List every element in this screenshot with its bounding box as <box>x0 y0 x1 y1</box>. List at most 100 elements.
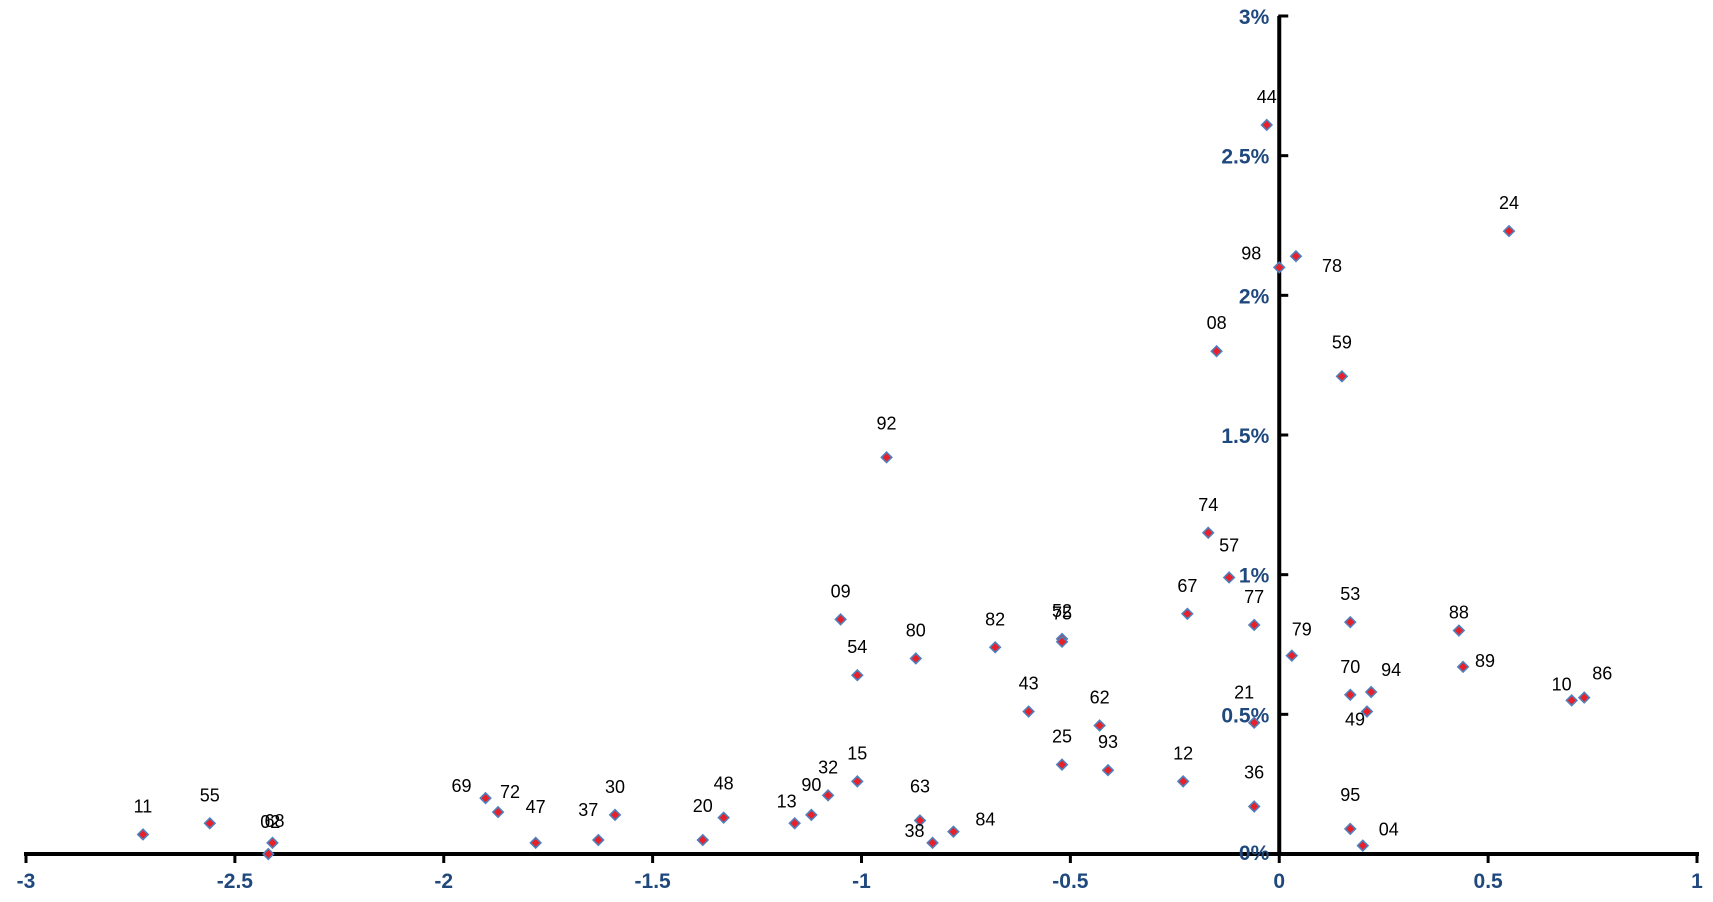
data-point-90 <box>805 808 818 822</box>
data-point-24 <box>1502 224 1516 238</box>
data-label-12: 12 <box>1173 743 1193 763</box>
data-point-47 <box>529 836 542 850</box>
data-point-74 <box>1201 526 1215 540</box>
data-label-10: 10 <box>1552 674 1572 694</box>
data-label-79: 79 <box>1292 620 1312 640</box>
data-label-88: 88 <box>1449 603 1469 623</box>
data-label-95: 95 <box>1340 785 1360 805</box>
data-label-68: 68 <box>264 811 284 831</box>
data-point-84 <box>947 825 960 838</box>
data-label-24: 24 <box>1499 193 1519 213</box>
data-point-32 <box>821 789 835 802</box>
data-label-37: 37 <box>578 800 598 820</box>
data-label-44: 44 <box>1257 87 1277 107</box>
data-label-08: 08 <box>1207 313 1227 333</box>
data-label-55: 55 <box>200 785 220 805</box>
data-label-92: 92 <box>877 413 897 433</box>
x-tick-label: -1 <box>852 870 871 893</box>
data-label-49: 49 <box>1345 710 1365 730</box>
data-point-94 <box>1364 685 1378 699</box>
data-point-09 <box>834 613 847 626</box>
data-label-80: 80 <box>906 620 926 640</box>
data-label-74: 74 <box>1198 495 1218 515</box>
x-tick-label: -1.5 <box>635 870 672 893</box>
data-label-67: 67 <box>1177 576 1197 596</box>
data-point-70 <box>1343 688 1357 702</box>
y-tick-label: 2.5% <box>1221 146 1269 169</box>
data-label-63: 63 <box>910 776 930 796</box>
data-point-15 <box>850 775 864 788</box>
data-label-13: 13 <box>777 791 797 811</box>
data-label-93: 93 <box>1098 732 1118 752</box>
data-point-20 <box>696 833 710 847</box>
data-point-53 <box>1343 615 1357 629</box>
data-label-30: 30 <box>605 777 625 797</box>
data-point-21 <box>1247 716 1261 730</box>
data-point-10 <box>1565 694 1579 707</box>
data-point-30 <box>608 808 622 822</box>
data-point-77 <box>1247 618 1261 632</box>
data-point-11 <box>136 828 150 841</box>
data-point-68 <box>266 836 279 850</box>
data-label-15: 15 <box>847 743 867 763</box>
data-point-37 <box>591 833 605 847</box>
data-point-59 <box>1335 370 1349 383</box>
y-tick-label: 0.5% <box>1221 704 1269 727</box>
data-point-92 <box>880 451 893 464</box>
data-label-90: 90 <box>801 775 821 795</box>
data-point-43 <box>1022 705 1035 718</box>
data-point-80 <box>909 652 923 665</box>
x-tick-label: -2 <box>434 870 453 893</box>
data-point-08 <box>1210 344 1223 358</box>
data-point-63 <box>913 814 927 827</box>
data-point-82 <box>988 640 1002 654</box>
data-label-78: 78 <box>1322 256 1342 276</box>
data-point-02 <box>261 847 275 861</box>
data-label-02: 02 <box>260 812 280 832</box>
y-tick-label: 0% <box>1239 842 1270 865</box>
data-label-70: 70 <box>1340 657 1360 677</box>
y-axis-ticks: 0% 0.5% 1% 1.5% 2% 2.5% 3% <box>1221 6 1289 865</box>
x-tick-label: 0 <box>1273 870 1285 893</box>
data-label-62: 62 <box>1090 688 1110 708</box>
data-point-95 <box>1343 822 1357 836</box>
data-label-32: 32 <box>818 757 838 777</box>
axes <box>24 16 1699 856</box>
data-label-25: 25 <box>1052 727 1072 747</box>
data-label-36: 36 <box>1244 763 1264 783</box>
data-point-72 <box>491 805 505 819</box>
data-label-84: 84 <box>975 810 995 830</box>
data-point-89 <box>1456 660 1470 674</box>
data-point-98 <box>1272 261 1286 274</box>
data-point-88 <box>1452 624 1466 637</box>
y-tick-label: 2% <box>1239 285 1270 308</box>
y-tick-label: 1.5% <box>1221 425 1269 448</box>
data-label-59: 59 <box>1332 332 1352 352</box>
data-point-25 <box>1055 758 1069 771</box>
data-point-49 <box>1360 705 1374 718</box>
data-point-44 <box>1260 118 1274 132</box>
data-point-48 <box>717 811 730 825</box>
y-tick-label: 1% <box>1239 565 1270 588</box>
data-label-89: 89 <box>1475 651 1495 671</box>
data-point-62 <box>1093 719 1106 732</box>
data-point-04 <box>1356 839 1370 852</box>
data-point-57 <box>1222 571 1236 584</box>
x-tick-label: 0.5 <box>1474 870 1504 893</box>
data-point-55 <box>203 816 217 830</box>
data-point-75 <box>1055 635 1069 649</box>
data-label-43: 43 <box>1019 674 1039 694</box>
data-label-21: 21 <box>1234 683 1254 703</box>
data-label-47: 47 <box>526 797 546 817</box>
y-tick-label: 3% <box>1239 6 1270 29</box>
data-point-13 <box>788 816 801 830</box>
data-label-09: 09 <box>831 581 851 601</box>
x-tick-label: 1 <box>1691 870 1703 893</box>
data-label-48: 48 <box>714 774 734 794</box>
data-point-93 <box>1101 763 1115 777</box>
data-label-38: 38 <box>905 821 925 841</box>
data-label-57: 57 <box>1219 535 1239 555</box>
data-label-94: 94 <box>1381 660 1401 680</box>
data-label-04: 04 <box>1379 820 1399 840</box>
